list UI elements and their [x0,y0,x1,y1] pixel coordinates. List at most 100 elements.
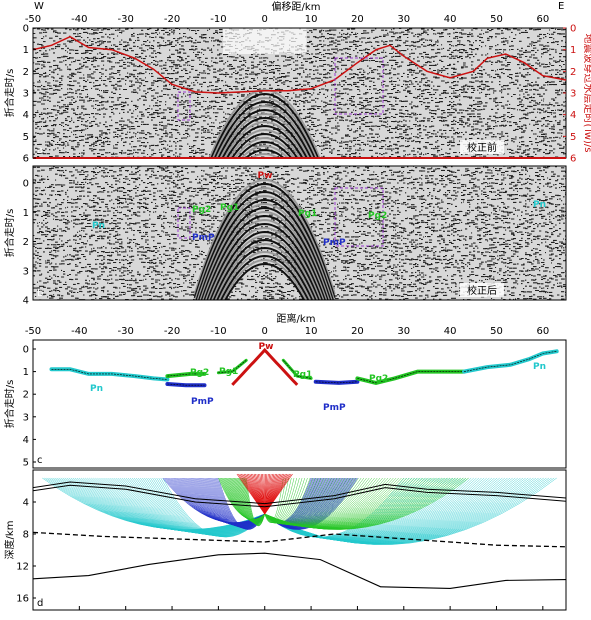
y-tick-label: 5 [23,132,29,143]
x-tick-label: 20 [351,326,364,337]
y-tick-label: 1 [23,367,29,378]
b-label-pmp-left: PmP [192,233,215,243]
panel-c-ylabel: 折合走时/s [3,380,16,429]
b-label-pg2-left: Pg2 [192,205,211,215]
x-tick-label: 60 [536,326,549,337]
panel-b: Pw Pn Pn Pg2 Pg1 Pg1 Pg2 PmP PmP b 校正后 0… [3,165,567,307]
highlight-box-right-a [334,57,384,115]
c-label-pmp-left: PmP [191,397,214,407]
panel-a-ylabel: 折合走时/s [3,69,16,118]
x-tick-label: 50 [490,14,503,25]
panel-c-letter: c [37,455,43,466]
b-label-pw: Pw [258,171,273,181]
x-tick-label: -20 [164,326,180,337]
x-tick-label: 0 [262,14,268,25]
b-label-pn-right: Pn [533,200,546,210]
x-tick-label: 40 [444,14,457,25]
panel-b-letter: b [37,288,43,299]
panel-b-ylabel: 折合走时/s [3,209,16,258]
c-label-pg2-right: Pg2 [369,374,388,384]
y-tick-label: 5 [23,458,29,469]
c-label-pn-right: Pn [533,362,546,372]
x-tick-label: 30 [397,14,410,25]
panel-a: a 校正前 0 1 2 3 4 5 6 0 1 2 3 4 5 6 折合走时/s 地震波穿过水层走时(T… [3,24,591,165]
x-tick-label: 50 [490,326,503,337]
y-tick-label: 0 [23,179,29,190]
y-tick-label: 2 [570,67,576,78]
x-tick-label: 10 [305,326,318,337]
y-tick-label: 8 [23,530,29,541]
panel-d-letter: d [37,598,43,609]
west-label: W [34,1,44,12]
panel-a-y-ticks-right: 0 1 2 3 4 5 6 [563,24,576,165]
y-tick-label: 1 [23,208,29,219]
y-tick-label: 3 [23,89,29,100]
b-label-pn-left: Pn [92,221,105,231]
c-label-pn-left: Pn [90,384,103,394]
y-tick-label: 0 [23,345,29,356]
y-tick-label: 4 [23,110,29,121]
y-tick-label: 0 [570,24,576,35]
travel-time-picks [49,347,559,388]
y-tick-label: 4 [570,110,576,121]
c-label-pg1-right: Pg1 [293,370,312,380]
mid-axis-label: 距离/km [277,312,316,325]
east-label: E [558,1,564,12]
panel-b-y-ticks: 0 1 2 3 4 [23,179,36,307]
x-tick-label: -30 [118,14,134,25]
y-tick-label: 0 [23,24,29,35]
x-tick-label: -30 [118,326,134,337]
y-tick-label: 4 [23,296,29,307]
panel-a-box-label: 校正前 [467,141,497,154]
panel-d: d 4 8 12 16 深度/km [3,469,567,611]
x-tick-label: 0 [262,326,268,337]
c-label-pmp-right: PmP [323,403,346,413]
b-label-pg2-right: Pg2 [368,211,387,221]
x-tick-label: -40 [71,14,87,25]
water-travel-time-curve [32,35,567,94]
y-tick-label: 2 [23,237,29,248]
panel-b-box-label: 校正后 [467,284,497,297]
c-label-pg1-left: Pg1 [219,367,238,377]
y-tick-label: 2 [23,390,29,401]
y-tick-label: 6 [570,154,576,165]
ray-paths [33,470,566,610]
x-tick-label: -50 [25,326,41,337]
highlight-box-left-a [177,91,191,121]
c-label-pg2-left: Pg2 [190,368,209,378]
highlight-box-left-b [177,207,191,239]
c-label-pw: Pw [259,342,274,352]
x-tick-label: 40 [444,326,457,337]
x-tick-label: -10 [210,326,226,337]
y-tick-label: 3 [23,412,29,423]
b-label-pmp-right: PmP [323,238,346,248]
y-tick-label: 3 [23,266,29,277]
x-tick-label: 60 [536,14,549,25]
seismic-section-b [33,166,566,300]
y-tick-label: 1 [570,45,576,56]
x-tick-label: 20 [351,14,364,25]
seismic-section-a [33,28,566,158]
panel-a-ylabel-right: 地震波穿过水层走时(Tw)/s [582,33,591,152]
y-tick-label: 4 [23,435,29,446]
panel-d-y-ticks: 4 8 12 16 [16,498,36,605]
panel-d-ylabel: 深度/km [3,521,16,560]
y-tick-label: 16 [16,594,29,605]
highlight-box-right-b [334,187,384,247]
b-label-pg1-left: Pg1 [220,203,239,213]
x-tick-label: -50 [25,14,41,25]
panel-c: Pw Pn Pn Pg2 Pg1 Pg1 Pg2 PmP PmP c 0 1 2 3 4… [3,339,567,469]
y-tick-label: 2 [23,67,29,78]
panel-c-y-ticks: 0 1 2 3 4 5 [23,345,36,469]
panel-a-letter: a [37,145,43,156]
x-tick-label: 30 [397,326,410,337]
x-tick-label: -40 [71,326,87,337]
b-label-pg1-right: Pg1 [298,209,317,219]
panel-a-y-ticks: 0 1 2 3 4 5 6 [23,24,36,165]
y-tick-label: 6 [23,154,29,165]
y-tick-label: 12 [16,562,29,573]
x-tick-label: -20 [164,14,180,25]
y-tick-label: 5 [570,132,576,143]
top-axis-label: 偏移距/km [272,0,321,13]
